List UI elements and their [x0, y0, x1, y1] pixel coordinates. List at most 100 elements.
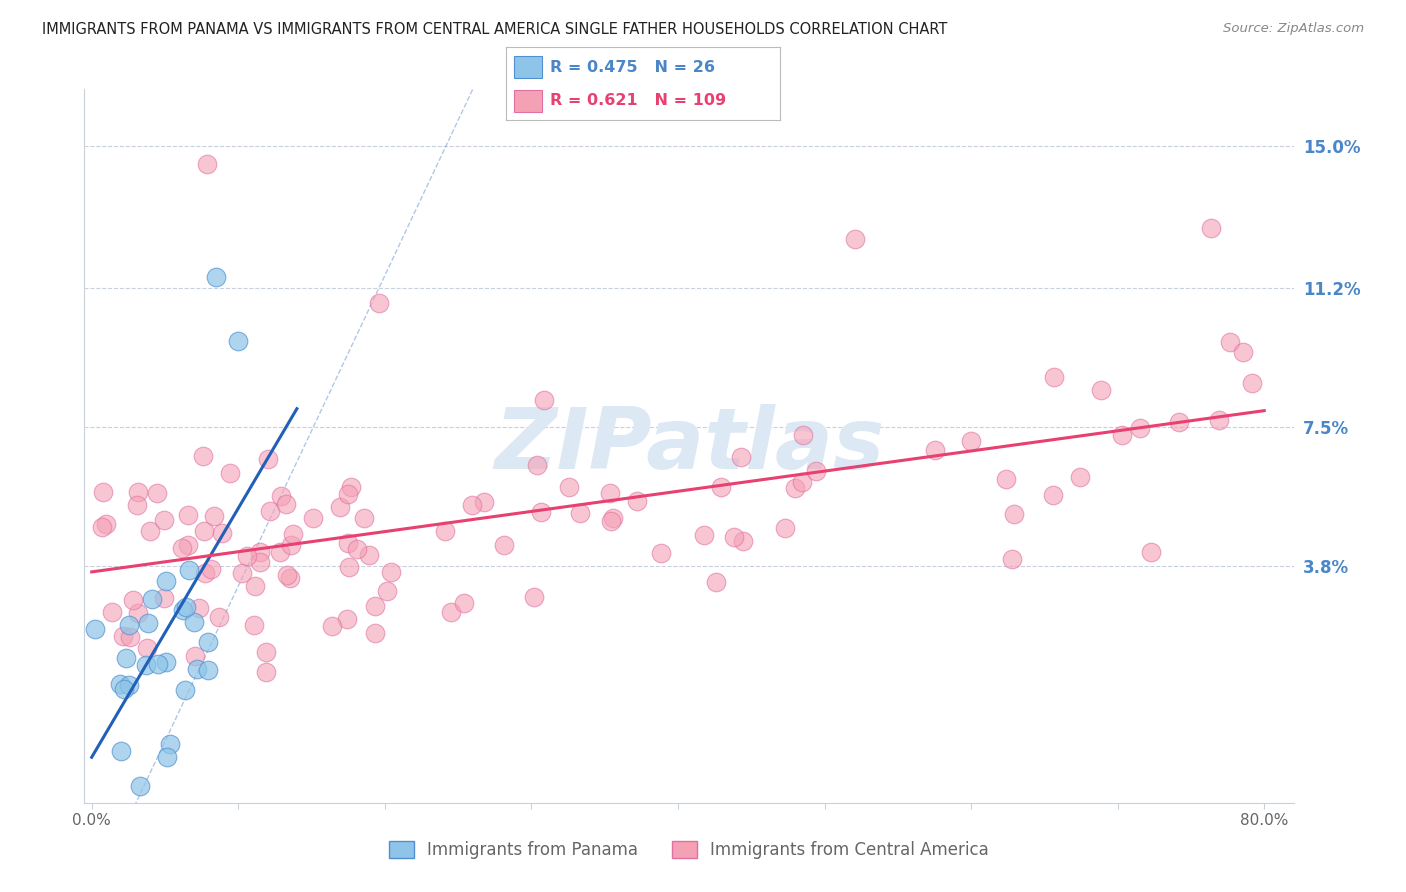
Point	[112, 681, 135, 696]
Point	[136, 615, 159, 630]
Point	[281, 527, 304, 541]
Point	[440, 605, 463, 619]
Point	[242, 618, 264, 632]
Point	[269, 545, 291, 559]
Point	[111, 628, 134, 642]
Point	[139, 524, 162, 538]
Point	[197, 663, 219, 677]
Point	[626, 494, 648, 508]
Point	[790, 475, 813, 490]
Point	[219, 466, 242, 480]
Point	[346, 541, 368, 556]
Point	[773, 521, 796, 535]
Point	[146, 657, 169, 671]
Point	[134, 657, 156, 672]
Point	[367, 296, 389, 310]
Point	[159, 737, 181, 751]
Point	[110, 744, 132, 758]
Point	[93, 485, 115, 500]
Point	[257, 452, 280, 467]
Point	[1042, 369, 1064, 384]
Point	[375, 583, 398, 598]
Point	[526, 458, 548, 472]
Text: ZIPatlas: ZIPatlas	[494, 404, 884, 488]
Point	[994, 471, 1017, 485]
Point	[226, 334, 249, 348]
Legend: Immigrants from Panama, Immigrants from Central America: Immigrants from Panama, Immigrants from …	[382, 834, 995, 866]
Point	[733, 534, 755, 549]
Point	[364, 599, 387, 613]
Point	[785, 481, 807, 495]
Point	[186, 662, 208, 676]
Point	[602, 511, 624, 525]
Point	[959, 434, 981, 449]
Point	[357, 549, 380, 563]
Point	[249, 555, 271, 569]
Point	[1219, 334, 1241, 349]
Point	[172, 602, 194, 616]
Point	[200, 561, 222, 575]
Point	[1069, 470, 1091, 484]
Point	[205, 270, 228, 285]
Point	[195, 157, 218, 171]
Point	[364, 625, 387, 640]
Point	[804, 464, 827, 478]
Point	[136, 640, 159, 655]
Point	[280, 538, 302, 552]
Point	[924, 442, 946, 457]
Point	[730, 450, 752, 465]
Text: R = 0.475   N = 26: R = 0.475 N = 26	[550, 60, 716, 75]
Point	[1111, 428, 1133, 442]
Point	[155, 574, 177, 588]
Point	[188, 600, 211, 615]
Point	[259, 504, 281, 518]
Point	[94, 516, 117, 531]
Point	[153, 513, 176, 527]
Bar	[515, 56, 541, 78]
Text: R = 0.621   N = 109: R = 0.621 N = 109	[550, 93, 725, 108]
Point	[243, 579, 266, 593]
Point	[704, 575, 727, 590]
Point	[174, 682, 197, 697]
Point	[177, 508, 200, 523]
Point	[235, 549, 257, 564]
Point	[278, 571, 301, 585]
Point	[693, 528, 716, 542]
Point	[254, 665, 277, 679]
Point	[249, 545, 271, 559]
Point	[118, 678, 141, 692]
Point	[600, 514, 623, 528]
Bar	[515, 90, 541, 112]
Point	[321, 618, 343, 632]
Point	[1199, 221, 1222, 235]
Point	[231, 566, 253, 581]
Point	[101, 606, 124, 620]
Point	[329, 500, 352, 514]
Point	[433, 524, 456, 538]
Point	[118, 617, 141, 632]
Point	[453, 597, 475, 611]
Point	[1042, 488, 1064, 502]
Point	[115, 650, 138, 665]
Point	[191, 449, 214, 463]
Point	[127, 484, 149, 499]
Point	[90, 520, 112, 534]
Point	[474, 495, 496, 509]
Point	[1129, 420, 1152, 434]
Point	[110, 677, 132, 691]
Point	[1240, 376, 1263, 390]
Point	[127, 607, 149, 621]
Point	[1140, 545, 1163, 559]
Point	[337, 560, 360, 574]
Point	[336, 487, 359, 501]
Text: IMMIGRANTS FROM PANAMA VS IMMIGRANTS FROM CENTRAL AMERICA SINGLE FATHER HOUSEHOL: IMMIGRANTS FROM PANAMA VS IMMIGRANTS FRO…	[42, 22, 948, 37]
Point	[380, 566, 402, 580]
Point	[569, 506, 592, 520]
Point	[183, 615, 205, 630]
Point	[1232, 344, 1254, 359]
Point	[174, 600, 197, 615]
Point	[558, 480, 581, 494]
Point	[156, 750, 179, 764]
Point	[146, 486, 169, 500]
Point	[1002, 507, 1025, 521]
